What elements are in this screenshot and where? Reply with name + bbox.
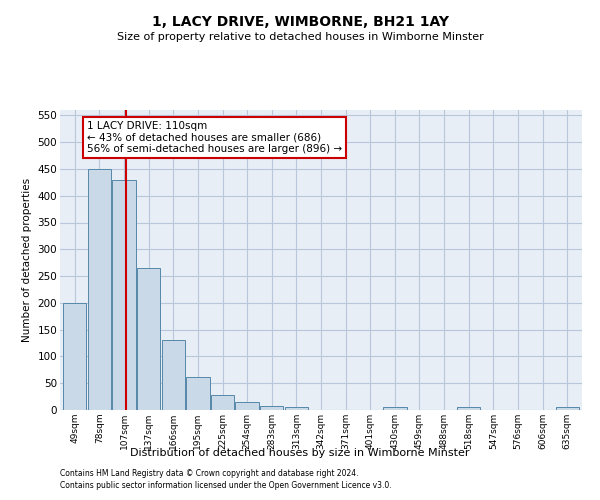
Text: Distribution of detached houses by size in Wimborne Minster: Distribution of detached houses by size … [130, 448, 470, 458]
Bar [161, 340, 185, 410]
Bar [556, 408, 579, 410]
Bar [63, 303, 86, 410]
Y-axis label: Number of detached properties: Number of detached properties [22, 178, 32, 342]
Bar [112, 180, 136, 410]
Bar [284, 408, 308, 410]
Bar [137, 268, 160, 410]
Text: Contains HM Land Registry data © Crown copyright and database right 2024.: Contains HM Land Registry data © Crown c… [60, 468, 359, 477]
Bar [186, 377, 209, 410]
Bar [457, 408, 481, 410]
Bar [260, 406, 283, 410]
Text: 1, LACY DRIVE, WIMBORNE, BH21 1AY: 1, LACY DRIVE, WIMBORNE, BH21 1AY [151, 15, 449, 29]
Text: Contains public sector information licensed under the Open Government Licence v3: Contains public sector information licen… [60, 481, 392, 490]
Bar [211, 395, 234, 410]
Bar [235, 402, 259, 410]
Text: 1 LACY DRIVE: 110sqm
← 43% of detached houses are smaller (686)
56% of semi-deta: 1 LACY DRIVE: 110sqm ← 43% of detached h… [87, 120, 342, 154]
Bar [88, 169, 111, 410]
Text: Size of property relative to detached houses in Wimborne Minster: Size of property relative to detached ho… [116, 32, 484, 42]
Bar [383, 408, 407, 410]
